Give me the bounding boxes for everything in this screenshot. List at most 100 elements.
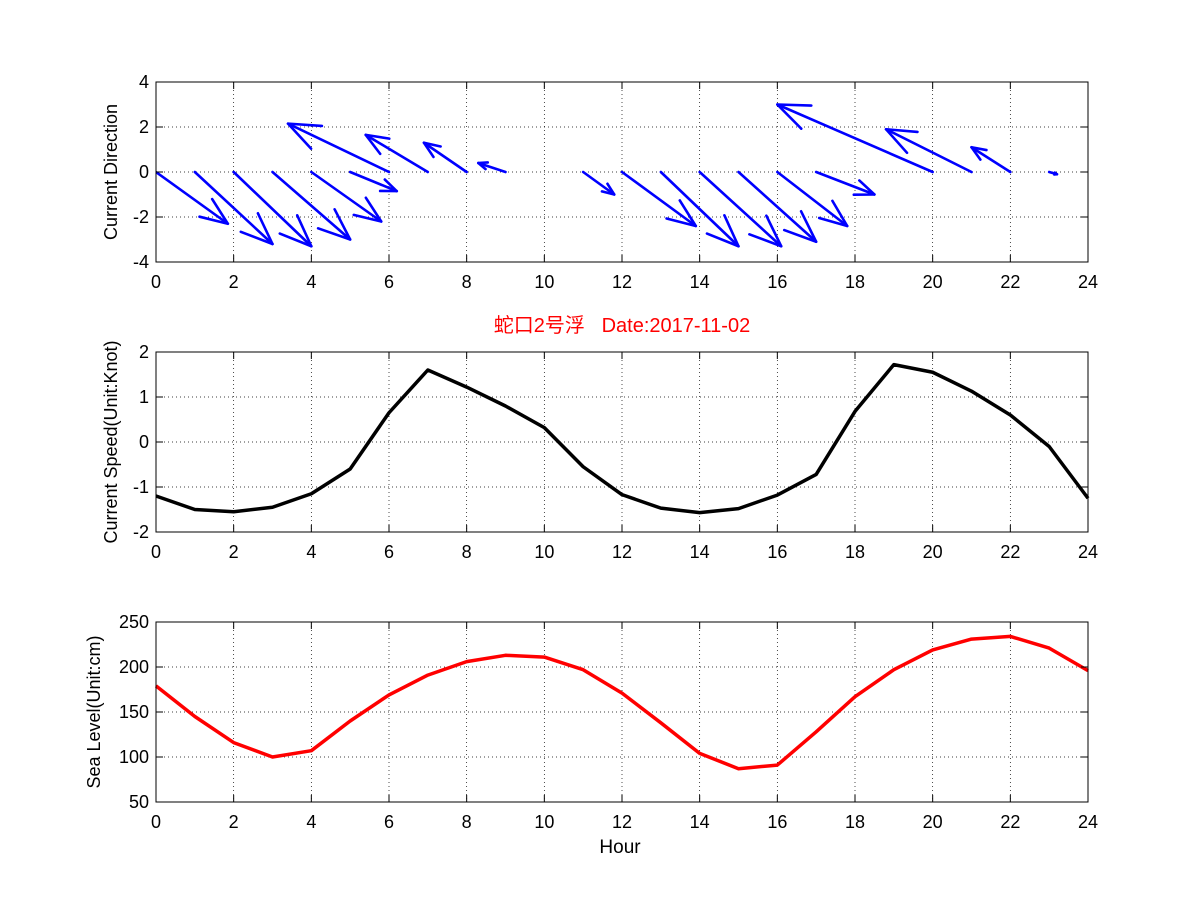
current-arrow [884, 127, 973, 174]
current-arrow [698, 170, 783, 248]
x-tick-label: 2 [229, 542, 239, 562]
current-arrow [286, 122, 391, 174]
x-tick-label: 6 [384, 542, 394, 562]
arrow-head [364, 133, 391, 156]
x-tick-label: 18 [845, 812, 865, 832]
arrow-shaft [286, 122, 391, 174]
x-tick-label: 8 [462, 272, 472, 292]
y-tick-label: -2 [133, 522, 149, 542]
current-arrow [970, 145, 1012, 174]
x-tick-label: 24 [1078, 272, 1098, 292]
x-tick-label: 10 [534, 542, 554, 562]
x-tick-label: 2 [229, 812, 239, 832]
arrow-shaft [348, 170, 399, 193]
arrow-shaft [422, 141, 468, 174]
current-arrow [422, 141, 468, 174]
arrow-head [286, 122, 324, 150]
x-tick-label: 12 [612, 272, 632, 292]
current-arrow [232, 170, 313, 248]
x-tick-label: 14 [690, 542, 710, 562]
current-arrow [271, 170, 352, 241]
x-tick-label: 18 [845, 272, 865, 292]
x-tick-label: 12 [612, 812, 632, 832]
arrow-head [665, 199, 698, 228]
arrow-head [378, 178, 399, 193]
arrow-shaft [193, 170, 274, 246]
x-tick-label: 14 [690, 812, 710, 832]
arrow-head [852, 179, 876, 197]
arrow-head [600, 182, 616, 196]
y-tick-label: 0 [139, 162, 149, 182]
y-tick-label: -4 [133, 252, 149, 272]
arrow-shaft [737, 170, 818, 244]
y-tick-label: 250 [119, 612, 149, 632]
x-axis-label: Hour [599, 837, 641, 858]
x-tick-label: 4 [306, 272, 316, 292]
current-arrow [659, 170, 740, 248]
current-arrow [193, 170, 274, 246]
arrow-head [239, 211, 274, 246]
current-arrow [348, 170, 399, 193]
x-tick-label: 14 [690, 272, 710, 292]
x-tick-label: 20 [923, 542, 943, 562]
x-tick-label: 4 [306, 542, 316, 562]
grid [156, 622, 1088, 802]
x-tick-label: 24 [1078, 812, 1098, 832]
current-arrow [477, 161, 507, 174]
current-arrow [1047, 170, 1059, 176]
arrow-shaft [310, 170, 383, 223]
x-tick-label: 20 [923, 272, 943, 292]
x-tick-label: 10 [534, 812, 554, 832]
arrow-shaft [970, 145, 1012, 174]
arrow-shaft [659, 170, 740, 248]
arrow-shaft [620, 170, 698, 228]
x-tick-label: 4 [306, 812, 316, 832]
series-line [154, 634, 1089, 771]
arrow-shaft [364, 133, 430, 174]
arrow-head [352, 196, 383, 223]
current-arrow [156, 170, 230, 226]
arrow-head [970, 145, 988, 161]
arrow-shaft [776, 103, 934, 174]
current-arrow [776, 170, 849, 228]
x-tick-label: 22 [1000, 272, 1020, 292]
y-axis-label: Current Direction [101, 104, 121, 240]
x-tick-label: 2 [229, 272, 239, 292]
current-arrow [737, 170, 818, 244]
arrow-head [198, 197, 230, 226]
x-tick-label: 8 [462, 812, 472, 832]
x-tick-label: 22 [1000, 812, 1020, 832]
arrow-shaft [776, 170, 849, 228]
x-tick-label: 12 [612, 542, 632, 562]
sea-level-series [154, 634, 1089, 771]
x-tick-label: 6 [384, 272, 394, 292]
y-axis-label: Sea Level(Unit:cm) [84, 635, 104, 788]
arrow-shaft [477, 161, 507, 174]
arrow-head [316, 208, 352, 241]
arrow-shaft [156, 170, 230, 226]
x-tick-label: 8 [462, 542, 472, 562]
current-arrow [581, 170, 616, 196]
x-tick-label: 20 [923, 812, 943, 832]
x-tick-label: 24 [1078, 542, 1098, 562]
y-tick-label: -2 [133, 207, 149, 227]
y-tick-label: 4 [139, 72, 149, 92]
series-line [155, 362, 1090, 515]
arrow-shaft [271, 170, 352, 241]
arrows [156, 103, 1059, 248]
x-tick-label: 0 [151, 542, 161, 562]
arrow-head [278, 214, 313, 248]
current-arrow [620, 170, 698, 228]
y-tick-label: 2 [139, 117, 149, 137]
arrow-shaft [698, 170, 783, 248]
x-tick-label: 22 [1000, 542, 1020, 562]
current-arrow [310, 170, 383, 223]
x-tick-label: 0 [151, 812, 161, 832]
arrow-head [705, 214, 740, 248]
